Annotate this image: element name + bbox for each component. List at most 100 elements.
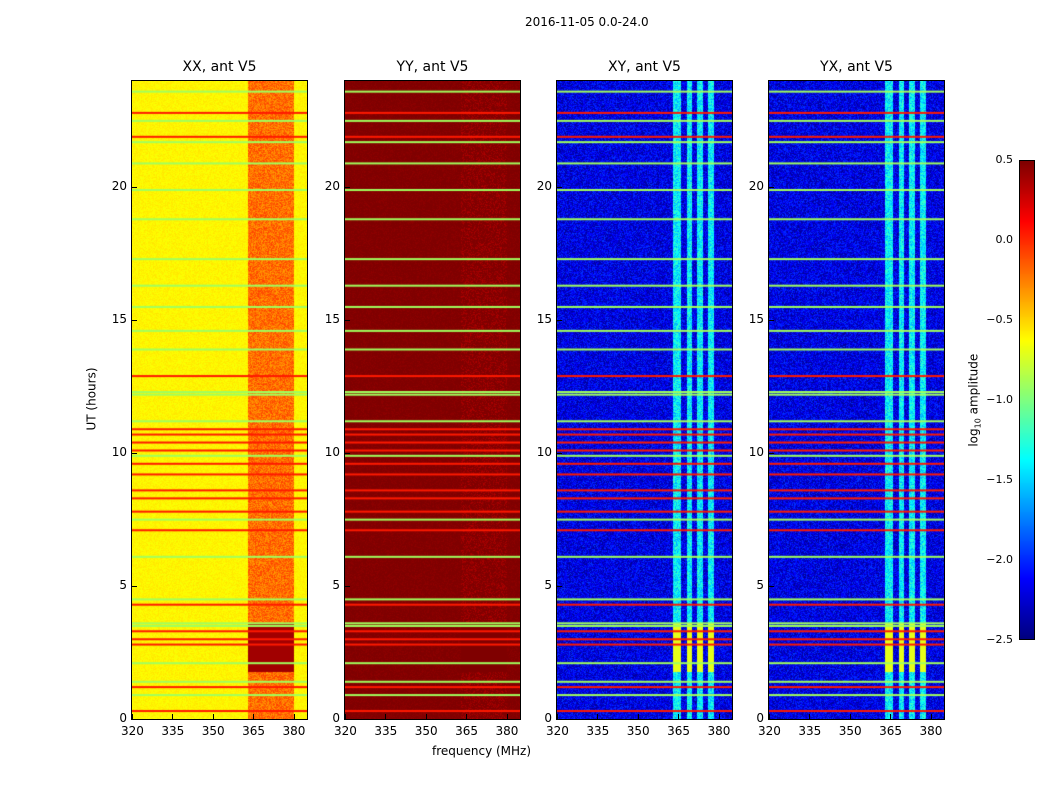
- y-tick: [131, 453, 137, 455]
- x-tick-label: 380: [707, 724, 731, 738]
- y-tick: [131, 320, 137, 322]
- x-tick-label: 365: [879, 724, 903, 738]
- y-tick: [131, 187, 137, 189]
- x-tick: [172, 714, 174, 720]
- x-tick-label: 350: [838, 724, 862, 738]
- x-axis-label: frequency (MHz): [432, 744, 532, 758]
- y-tick-label: 15: [111, 312, 127, 327]
- x-tick-label: 350: [201, 724, 225, 738]
- x-tick-label: 320: [758, 724, 781, 738]
- y-tick: [556, 453, 562, 455]
- x-tick: [809, 714, 811, 720]
- y-tick-label: 20: [536, 179, 552, 194]
- heatmap-panel-2: [556, 80, 733, 720]
- x-tick-label: 380: [282, 724, 306, 738]
- y-tick-label: 5: [756, 578, 764, 593]
- colorbar: [1019, 160, 1035, 640]
- panel-title: XY, ant V5: [608, 59, 681, 75]
- x-tick-label: 320: [546, 724, 569, 738]
- heatmap-image: [557, 81, 732, 719]
- y-tick-label: 20: [111, 179, 127, 194]
- x-tick: [597, 714, 599, 720]
- y-tick: [344, 320, 350, 322]
- heatmap-panel-1: [344, 80, 521, 720]
- y-tick-label: 0: [544, 711, 552, 725]
- colorbar-tick-label: −2.0: [986, 553, 1013, 566]
- x-tick: [678, 714, 680, 720]
- y-tick: [556, 719, 562, 720]
- x-tick: [637, 714, 639, 720]
- panel-title: YX, ant V5: [820, 59, 893, 75]
- x-tick: [849, 714, 851, 720]
- y-axis-label: UT (hours): [84, 367, 99, 431]
- x-tick-label: 350: [626, 724, 650, 738]
- heatmap-image: [769, 81, 944, 719]
- colorbar-tick-label: −0.5: [986, 313, 1013, 326]
- figure-title: 2016-11-05 0.0-24.0: [525, 15, 649, 29]
- x-tick-label: 365: [242, 724, 266, 738]
- y-tick: [344, 586, 350, 588]
- y-tick-label: 10: [324, 445, 340, 460]
- y-tick: [556, 187, 562, 189]
- x-tick: [930, 714, 932, 720]
- colorbar-tick-label: 0.5: [995, 153, 1014, 166]
- x-tick-label: 335: [798, 724, 822, 738]
- x-tick: [890, 714, 892, 720]
- x-tick: [212, 714, 214, 720]
- y-tick: [768, 187, 774, 189]
- y-tick-label: 5: [119, 578, 127, 593]
- x-tick-label: 335: [374, 724, 398, 738]
- colorbar-tick-label: −1.0: [986, 393, 1013, 406]
- x-tick-label: 320: [121, 724, 144, 738]
- heatmap-panel-3: [768, 80, 945, 720]
- colorbar-tick-label: −2.5: [986, 633, 1013, 646]
- x-tick: [293, 714, 295, 720]
- y-tick: [768, 719, 774, 720]
- y-tick: [344, 453, 350, 455]
- y-tick: [131, 586, 137, 588]
- x-tick: [557, 714, 558, 720]
- y-tick: [556, 586, 562, 588]
- y-tick-label: 15: [536, 312, 552, 327]
- panel-title: YY, ant V5: [396, 59, 469, 75]
- y-tick: [768, 586, 774, 588]
- x-tick: [345, 714, 346, 720]
- x-tick-label: 335: [161, 724, 185, 738]
- y-tick-label: 5: [544, 578, 552, 593]
- y-tick-label: 10: [748, 445, 764, 460]
- x-tick: [385, 714, 387, 720]
- y-tick-label: 20: [324, 179, 340, 194]
- y-tick: [344, 719, 350, 720]
- x-tick-label: 320: [334, 724, 357, 738]
- heatmap-panel-0: [131, 80, 308, 720]
- y-tick-label: 10: [111, 445, 127, 460]
- x-tick: [253, 714, 255, 720]
- heatmap-image: [345, 81, 520, 719]
- x-tick: [769, 714, 770, 720]
- x-tick-label: 365: [455, 724, 479, 738]
- y-tick-label: 10: [536, 445, 552, 460]
- x-tick: [425, 714, 427, 720]
- y-tick: [131, 719, 137, 720]
- y-tick: [768, 320, 774, 322]
- x-tick-label: 380: [919, 724, 943, 738]
- x-tick-label: 380: [495, 724, 519, 738]
- x-tick: [718, 714, 720, 720]
- colorbar-tick-label: −1.5: [986, 473, 1013, 486]
- x-tick: [466, 714, 468, 720]
- y-tick-label: 15: [324, 312, 340, 327]
- y-tick-label: 0: [756, 711, 764, 725]
- colorbar-label: log10 amplitude: [966, 353, 983, 447]
- y-tick-label: 20: [748, 179, 764, 194]
- y-tick: [556, 320, 562, 322]
- y-tick-label: 0: [119, 711, 127, 725]
- panel-title: XX, ant V5: [182, 59, 257, 75]
- y-tick-label: 15: [748, 312, 764, 327]
- y-tick: [344, 187, 350, 189]
- x-tick-label: 335: [586, 724, 610, 738]
- colorbar-tick-label: 0.0: [995, 233, 1014, 246]
- x-tick: [132, 714, 133, 720]
- x-tick-label: 365: [667, 724, 691, 738]
- x-tick: [506, 714, 508, 720]
- x-tick-label: 350: [414, 724, 438, 738]
